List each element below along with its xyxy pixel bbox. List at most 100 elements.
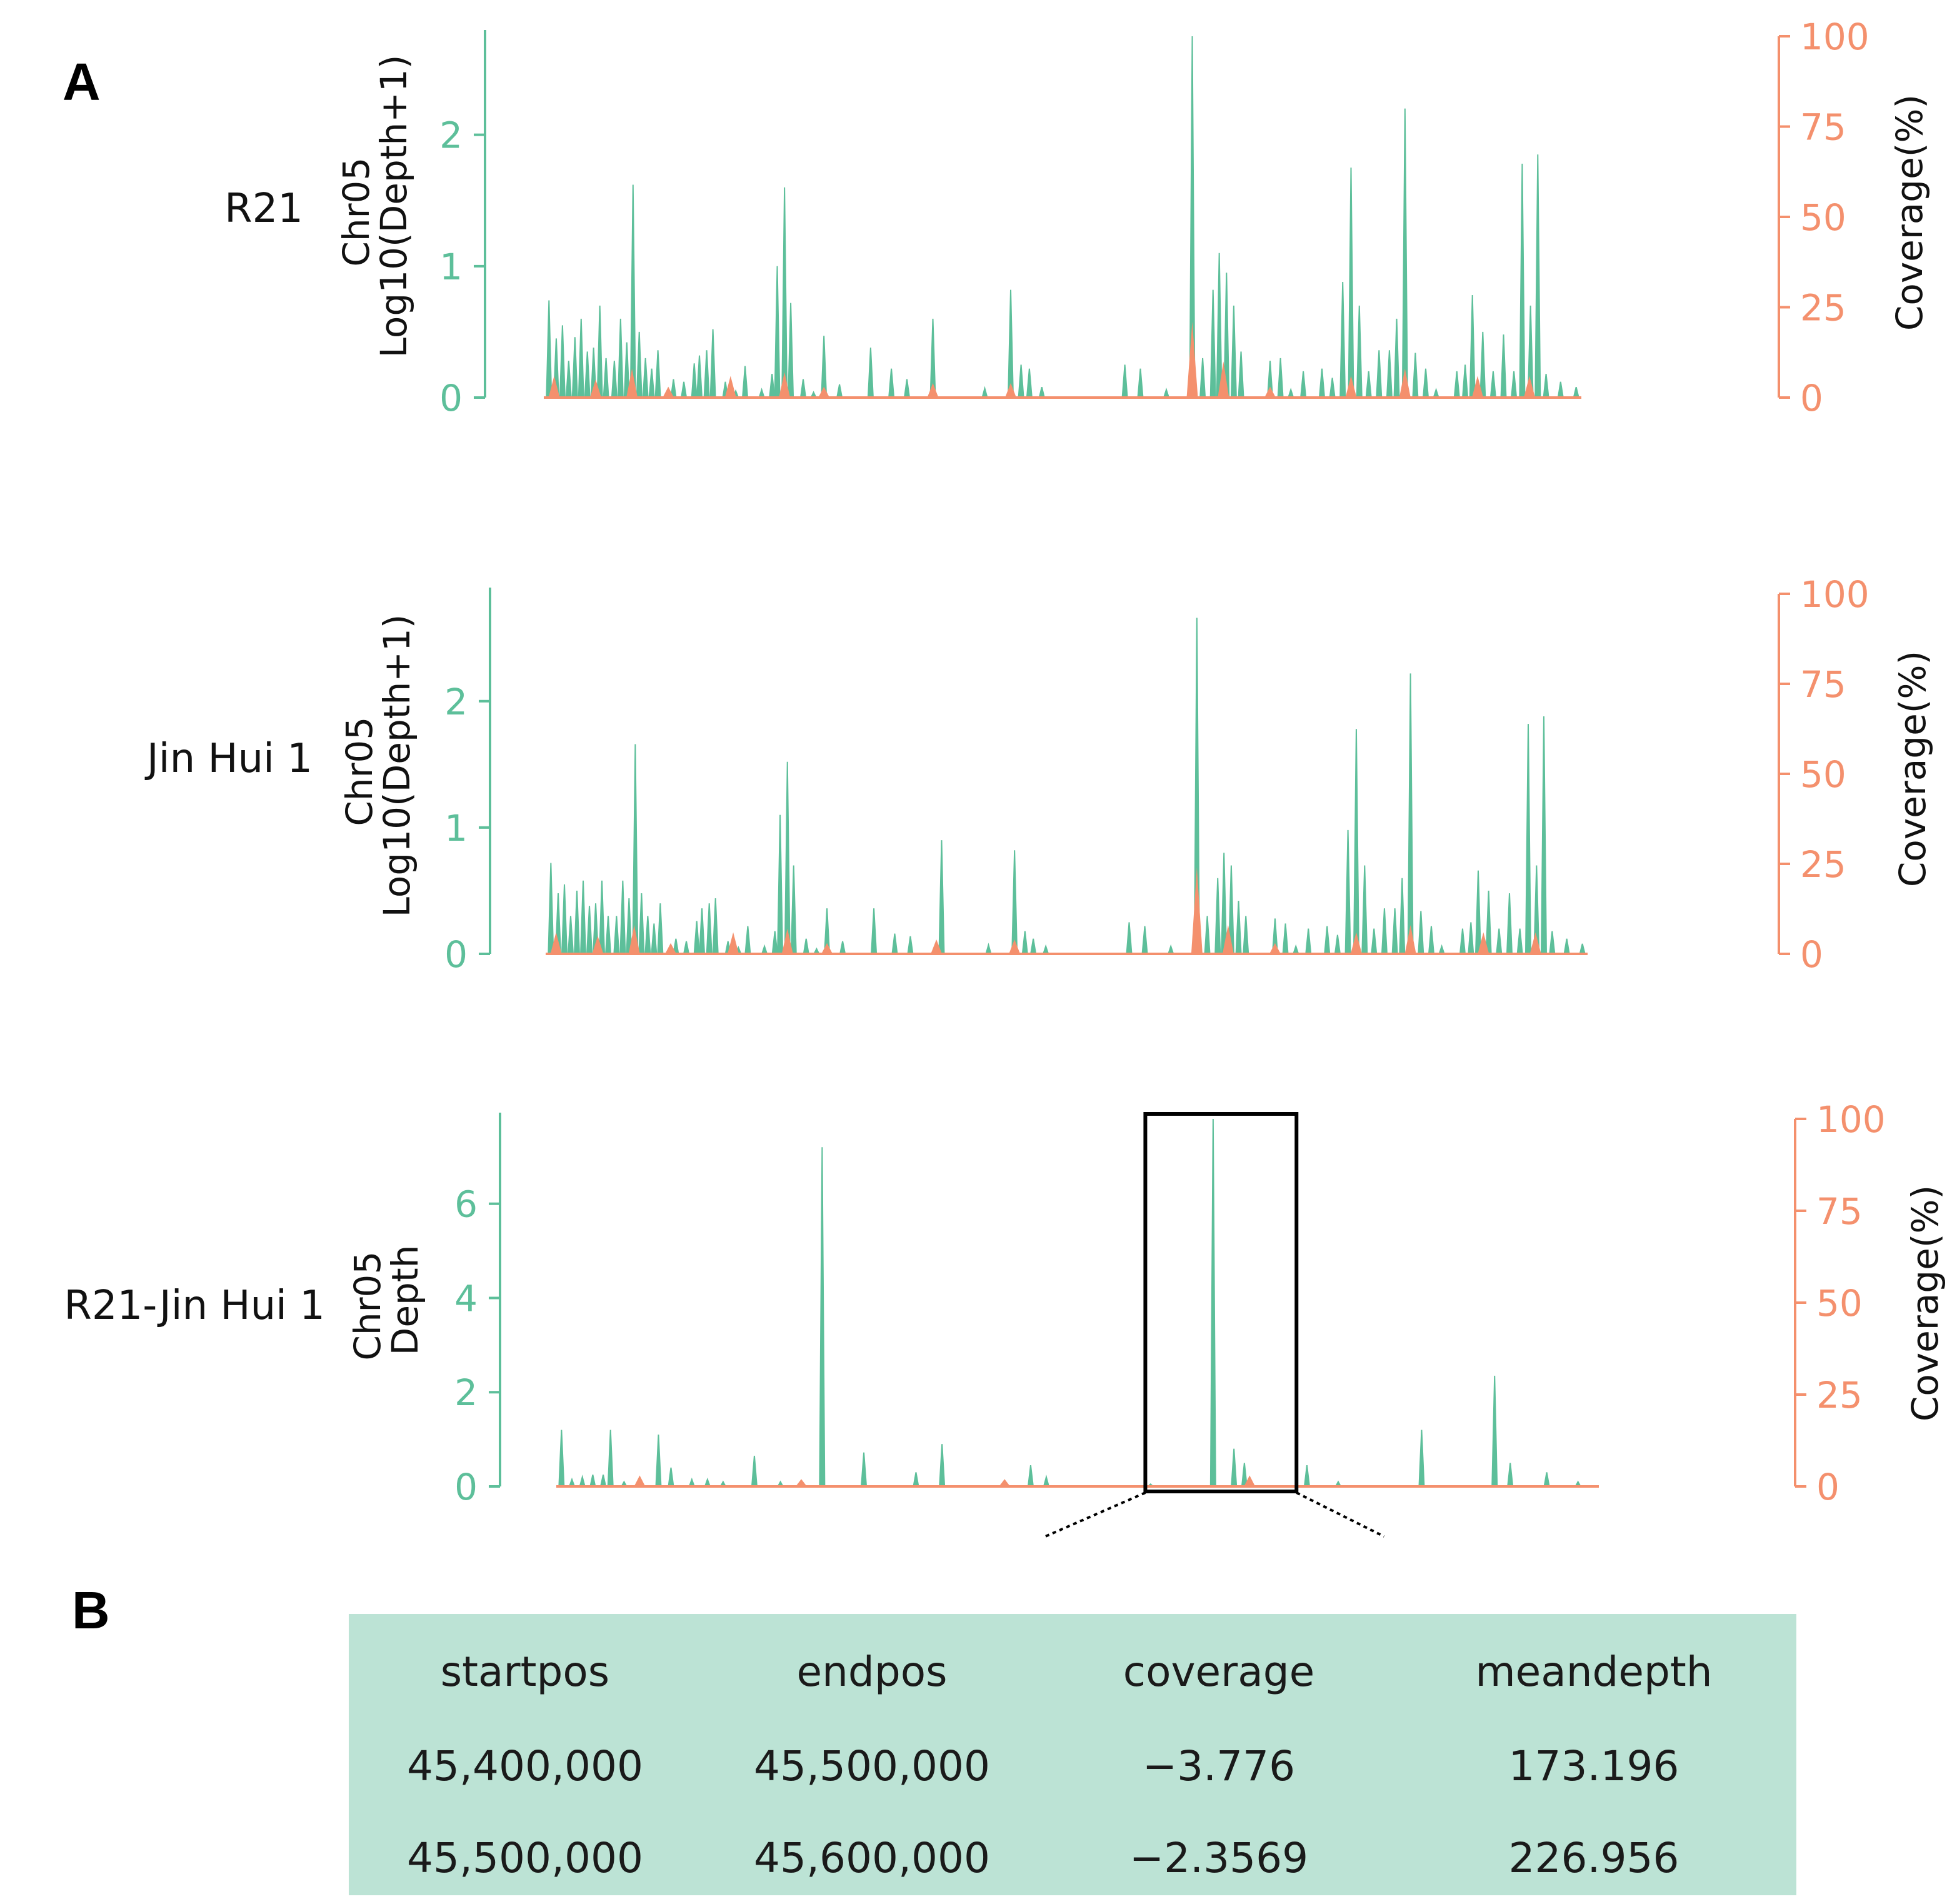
depth-peak: [1524, 724, 1531, 955]
right-axis-jinhui1: 0 25 50 75 100: [1778, 573, 1869, 976]
coverage-peak: [818, 386, 830, 398]
coverage-peak: [665, 943, 677, 954]
coverage-peak: [779, 372, 791, 398]
depth-peak: [629, 184, 636, 398]
depth-peak: [654, 350, 661, 398]
depth-peak: [867, 348, 874, 398]
depth-peak: [784, 761, 791, 955]
depth-peak: [1043, 1475, 1050, 1487]
depth-peak: [1371, 928, 1378, 955]
depth-peak: [1391, 908, 1398, 955]
row-label-difference: R21-Jin Hui 1: [64, 1283, 325, 1329]
depth-peak: [1573, 386, 1579, 398]
depth-peak: [1339, 282, 1346, 398]
depth-peak: [1534, 154, 1541, 398]
depth-peak: [1209, 1118, 1216, 1487]
depth-peak: [1348, 168, 1354, 398]
coverage-peak: [634, 1475, 646, 1486]
coverage-peak: [628, 924, 640, 954]
table-cell: −3.776: [1143, 1742, 1295, 1790]
ylabel-difference-line1: Chr05: [346, 1251, 389, 1361]
left-axis-tick-label: 0: [444, 933, 468, 976]
left-axis-jinhui1: 0 1 2: [444, 588, 491, 976]
ylabel-r21: Chr05 Log10(Depth+1): [335, 55, 415, 358]
depth-peak: [799, 379, 807, 398]
coverage-peak: [931, 939, 943, 954]
depth-peak: [891, 933, 898, 955]
depth-peak: [1507, 1463, 1514, 1487]
depth-peak: [1540, 716, 1548, 955]
ylabel-jinhui1-line2: Log10(Depth+1): [376, 614, 418, 918]
depth-peak: [578, 318, 584, 398]
depth-peak: [636, 331, 643, 398]
chart-panel-r21: R21 Chr05 Log10(Depth+1) 012 0255075100 …: [224, 16, 1931, 419]
coverage-peak: [927, 383, 939, 398]
depth-peak: [691, 363, 698, 398]
coverage-peak: [1529, 932, 1541, 954]
depth-peak: [565, 361, 572, 398]
depth-peak: [589, 1474, 596, 1487]
depth-peak: [579, 1475, 586, 1487]
left-axis-tick-label: 2: [439, 114, 463, 157]
depth-peak: [698, 908, 706, 955]
depth-peak: [644, 916, 651, 955]
depth-peak: [1418, 911, 1424, 955]
zoom-connector-right: [1296, 1491, 1385, 1538]
depth-peak: [771, 931, 778, 955]
depth-peak: [1459, 928, 1466, 955]
depth-peak: [1412, 353, 1419, 398]
ylabel-jinhui1-line1: Chr05: [338, 717, 381, 826]
right-axis-tick-label: 0: [1816, 1466, 1839, 1508]
depth-peak: [1026, 368, 1033, 398]
depth-peak: [1519, 163, 1526, 398]
table-row: 45,500,000 45,600,000 −2.3569 226.956: [407, 1834, 1679, 1882]
chart-panel-difference: R21-Jin Hui 1 Chr05 Depth 0 2 4 6 0 25 50 75 10…: [64, 1098, 1946, 1538]
panel-b-label: B: [72, 1581, 110, 1640]
panel-a-label: A: [63, 53, 101, 111]
coverage-peak: [592, 936, 604, 954]
depth-peak: [1230, 305, 1237, 398]
depth-peak: [655, 1435, 662, 1487]
depth-peak: [617, 318, 624, 398]
coverage-peak: [724, 376, 736, 398]
depth-peak: [1468, 922, 1474, 955]
depth-peak: [907, 936, 914, 955]
coverage-peak: [1009, 939, 1021, 954]
right-axis-tick-label: 100: [1800, 16, 1869, 58]
depth-peak: [604, 916, 612, 955]
depth-peak: [709, 329, 716, 398]
depth-peak: [1126, 922, 1133, 955]
depth-peak: [1029, 938, 1037, 955]
right-axis-tick-label: 50: [1800, 196, 1846, 239]
right-axis-tick-label: 75: [1800, 663, 1846, 706]
depth-peak: [888, 368, 895, 398]
left-axis-tick-label: 0: [439, 377, 463, 419]
depth-peak: [599, 1474, 607, 1487]
depth-peak: [836, 384, 843, 398]
coverage-series-difference: [556, 1475, 1599, 1488]
coverage-peak: [1218, 361, 1229, 398]
table-cell: 45,400,000: [407, 1742, 643, 1790]
depth-peak: [579, 880, 587, 955]
depth-peak: [871, 908, 878, 955]
coverage-peak: [1222, 924, 1234, 954]
depth-peak: [938, 840, 945, 955]
depth-peak: [598, 880, 606, 955]
depth-peak: [781, 187, 788, 398]
ylabel-r21-line1: Chr05: [335, 158, 378, 267]
coverage-peak: [1269, 943, 1281, 954]
table-row: 45,400,000 45,500,000 −3.776 173.196: [407, 1742, 1679, 1790]
depth-peak: [561, 884, 568, 955]
depth-peak: [1011, 850, 1018, 955]
depth-peak: [559, 325, 566, 398]
depth-peak: [788, 303, 794, 398]
depth-peak: [1489, 371, 1496, 398]
depth-peak: [1479, 331, 1486, 398]
depth-peak: [903, 379, 911, 398]
depth-peak: [1018, 364, 1024, 398]
table-cell: 45,500,000: [754, 1742, 990, 1790]
depth-peak: [1209, 289, 1216, 398]
chart-panel-jinhui1: Jin Hui 1 Chr05 Log10(Depth+1) 0 1 2 0 25 50…: [144, 573, 1934, 976]
coverage-series-r21: [544, 321, 1581, 399]
coverage-peak: [550, 932, 562, 954]
